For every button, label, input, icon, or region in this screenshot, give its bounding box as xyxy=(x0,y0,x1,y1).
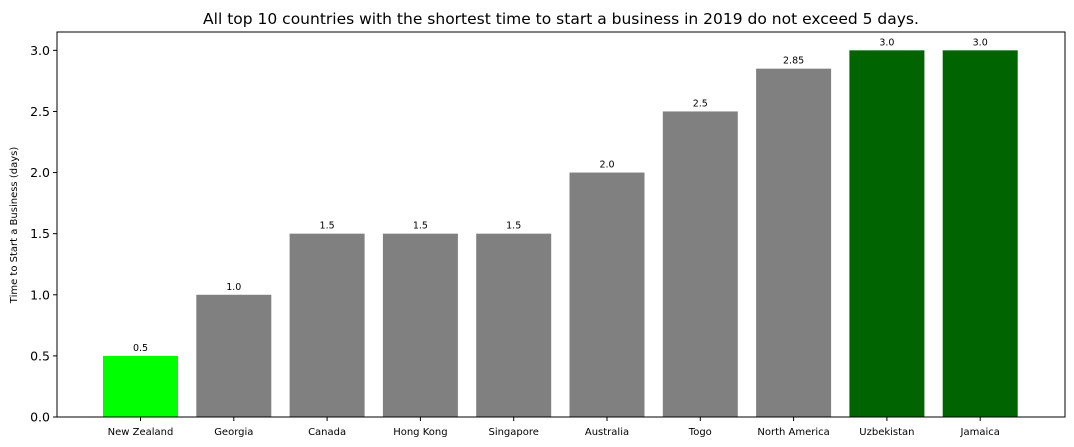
y-tick-label: 2.5 xyxy=(30,104,50,119)
bar xyxy=(103,355,178,417)
x-tick-label: Canada xyxy=(308,427,346,438)
chart-title: All top 10 countries with the shortest t… xyxy=(203,10,919,28)
bar-value-label: 1.0 xyxy=(226,282,241,293)
bars-group xyxy=(103,50,1018,418)
bar xyxy=(476,233,552,417)
x-tick-label: Australia xyxy=(585,427,629,438)
x-axis-ticks: New Zealand Georgia Canada Hong Kong Singapo… xyxy=(108,417,1000,438)
x-tick-label: Hong Kong xyxy=(393,427,447,438)
bar-value-label: 1.5 xyxy=(506,221,521,232)
bar-value-label: 1.5 xyxy=(413,221,428,232)
bar-value-label: 0.5 xyxy=(133,343,148,354)
y-tick-label: 2.0 xyxy=(30,165,50,180)
bar xyxy=(196,294,272,417)
x-tick-label: North America xyxy=(757,427,829,438)
y-axis-ticks: 0.0 0.5 1.0 1.5 2.0 2.5 3.0 xyxy=(30,43,57,425)
bar xyxy=(849,50,925,417)
y-tick-label: 0.5 xyxy=(30,348,50,363)
bar xyxy=(569,172,645,417)
bar xyxy=(289,233,365,417)
bar-value-label: 2.5 xyxy=(693,98,708,109)
x-tick-label: Uzbekistan xyxy=(859,427,914,438)
plot-area-frame xyxy=(56,31,1066,418)
bar-value-label: 3.0 xyxy=(973,37,988,48)
bar xyxy=(942,50,1018,417)
bar xyxy=(662,111,738,417)
bar-value-label: 2.0 xyxy=(599,160,614,171)
y-axis-label: Time to Start a Business (days) xyxy=(9,147,20,305)
x-tick-label: New Zealand xyxy=(108,427,174,438)
x-tick-label: Jamaica xyxy=(960,427,1000,438)
y-tick-label: 1.5 xyxy=(30,226,50,241)
x-tick-label: Togo xyxy=(688,427,712,438)
x-tick-label: Georgia xyxy=(214,427,253,438)
bar-value-label: 2.85 xyxy=(783,56,804,67)
bar xyxy=(756,68,832,418)
x-tick-label: Singapore xyxy=(488,427,538,438)
y-tick-label: 3.0 xyxy=(30,43,50,58)
bar-value-label: 3.0 xyxy=(879,37,894,48)
data-labels-group: 0.5 1.0 1.5 1.5 1.5 2.0 2.5 2.85 3.0 3.0 xyxy=(133,37,988,354)
bar xyxy=(382,233,458,417)
y-tick-label: 1.0 xyxy=(30,287,50,302)
bar-value-label: 1.5 xyxy=(320,221,335,232)
y-tick-label: 0.0 xyxy=(30,410,50,425)
